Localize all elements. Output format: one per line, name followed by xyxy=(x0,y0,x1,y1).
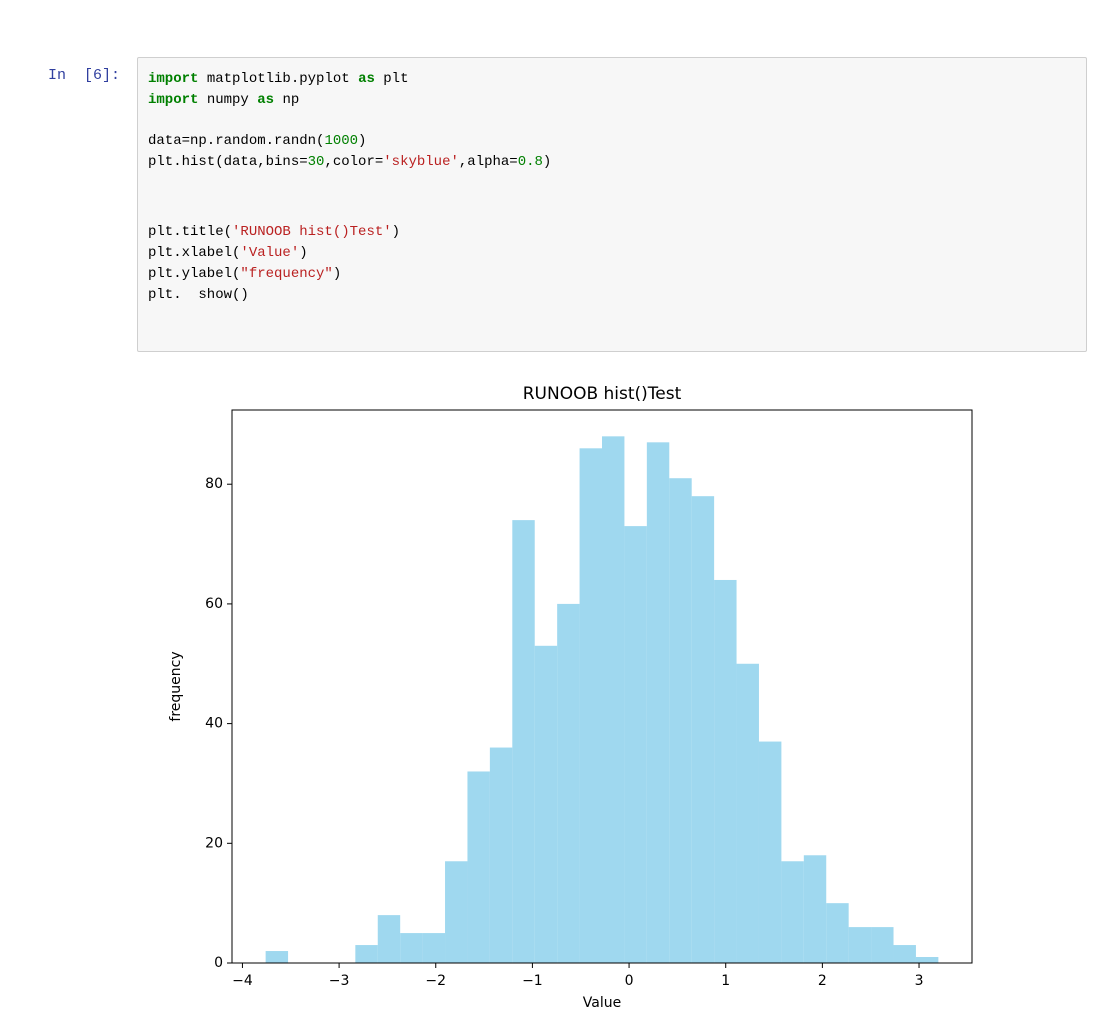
code-line: plt.ylabel("frequency") xyxy=(148,264,1086,285)
code-token: np xyxy=(274,91,300,108)
code-token: "frequency" xyxy=(240,265,333,282)
y-tick-label: 40 xyxy=(205,716,223,732)
code-token: numpy xyxy=(198,91,258,108)
bar xyxy=(422,933,446,963)
bar xyxy=(669,478,692,963)
y-tick-label: 60 xyxy=(205,596,223,612)
code-token: import xyxy=(148,71,199,87)
code-token: ) xyxy=(542,153,552,170)
chart-title: RUNOOB hist()Test xyxy=(523,384,682,404)
bar xyxy=(803,855,827,963)
bar xyxy=(467,771,490,963)
code-cell[interactable]: import matplotlib.pyplot as plt import nu… xyxy=(137,57,1087,352)
code-token: ) xyxy=(299,245,308,262)
code-token: ) xyxy=(358,133,367,150)
x-tick-label: −2 xyxy=(425,973,446,989)
bar xyxy=(848,927,872,963)
bar xyxy=(624,526,647,963)
bar xyxy=(377,915,401,963)
bar xyxy=(602,436,625,963)
code-block: data=np.random.randn(1000) plt.hist(data,… xyxy=(148,131,1086,172)
x-axis-label: Value xyxy=(583,995,621,1011)
code-line: plt.xlabel('Value') xyxy=(148,243,1086,264)
code-token: 'skyblue' xyxy=(383,153,459,170)
axes-frame xyxy=(231,409,973,964)
code-token: import xyxy=(148,91,199,108)
x-tick-label: −4 xyxy=(232,973,253,989)
code-line: plt.hist(data,bins=30,color='skyblue',al… xyxy=(148,152,1086,173)
bar xyxy=(781,861,804,963)
code-token: data=np.random.randn( xyxy=(148,133,325,150)
code-token: plt.title( xyxy=(148,224,233,241)
bar xyxy=(893,945,916,963)
bar xyxy=(579,448,602,963)
code-token: as xyxy=(358,71,375,87)
code-token: plt.xlabel( xyxy=(148,245,241,262)
bar xyxy=(758,741,782,963)
code-token: 'Value' xyxy=(240,245,300,262)
code-token: as xyxy=(257,91,275,108)
bar xyxy=(871,927,894,963)
code-line: plt. show() xyxy=(148,285,1086,306)
code-token: plt.hist(data,bins= xyxy=(148,153,308,170)
code-line: import matplotlib.pyplot as plt xyxy=(148,69,1086,90)
code-line: plt.title('RUNOOB hist()Test') xyxy=(148,222,1086,243)
y-tick-label: 80 xyxy=(205,476,223,492)
y-tick-label: 20 xyxy=(205,835,223,851)
bar xyxy=(355,945,378,963)
x-tick-label: −1 xyxy=(522,973,543,989)
y-tick-label: 0 xyxy=(214,955,223,971)
bar xyxy=(557,603,580,963)
code-token: 30 xyxy=(307,153,325,170)
code-token: plt.ylabel( xyxy=(148,265,241,282)
code-token: ,alpha= xyxy=(458,153,518,170)
y-axis-label: frequency xyxy=(168,651,184,721)
x-tick-label: 2 xyxy=(818,973,827,989)
code-token: plt xyxy=(374,71,409,87)
bar xyxy=(489,747,513,963)
bar xyxy=(265,951,289,963)
bar xyxy=(826,903,849,963)
bar xyxy=(445,861,468,963)
x-tick-label: 0 xyxy=(625,973,634,989)
code-token: ) xyxy=(391,224,401,241)
code-token: ,color= xyxy=(324,153,384,170)
bar xyxy=(534,645,558,963)
x-tick-label: 3 xyxy=(915,973,924,989)
code-token: 0.8 xyxy=(517,153,543,170)
bar xyxy=(714,579,737,963)
code-line: import numpy as np xyxy=(148,90,1086,111)
bar xyxy=(646,442,670,963)
bar xyxy=(691,496,715,963)
bar xyxy=(400,933,423,963)
code-token: ) xyxy=(332,265,342,282)
cell-prompt: In [6]: xyxy=(48,67,121,84)
code-block: import matplotlib.pyplot as plt import nu… xyxy=(148,69,1086,110)
code-block: plt.title('RUNOOB hist()Test') plt.xlabel… xyxy=(148,222,1086,305)
bar xyxy=(512,520,535,963)
code-token: 1000 xyxy=(324,133,359,150)
code-token: plt. show() xyxy=(148,286,249,303)
bar xyxy=(736,663,759,963)
code-token: 'RUNOOB hist()Test' xyxy=(232,224,392,241)
code-token: matplotlib.pyplot xyxy=(198,71,359,87)
x-tick-label: 1 xyxy=(721,973,730,989)
bar xyxy=(915,957,939,963)
x-tick-label: −3 xyxy=(329,973,350,989)
code-line: data=np.random.randn(1000) xyxy=(148,131,1086,152)
